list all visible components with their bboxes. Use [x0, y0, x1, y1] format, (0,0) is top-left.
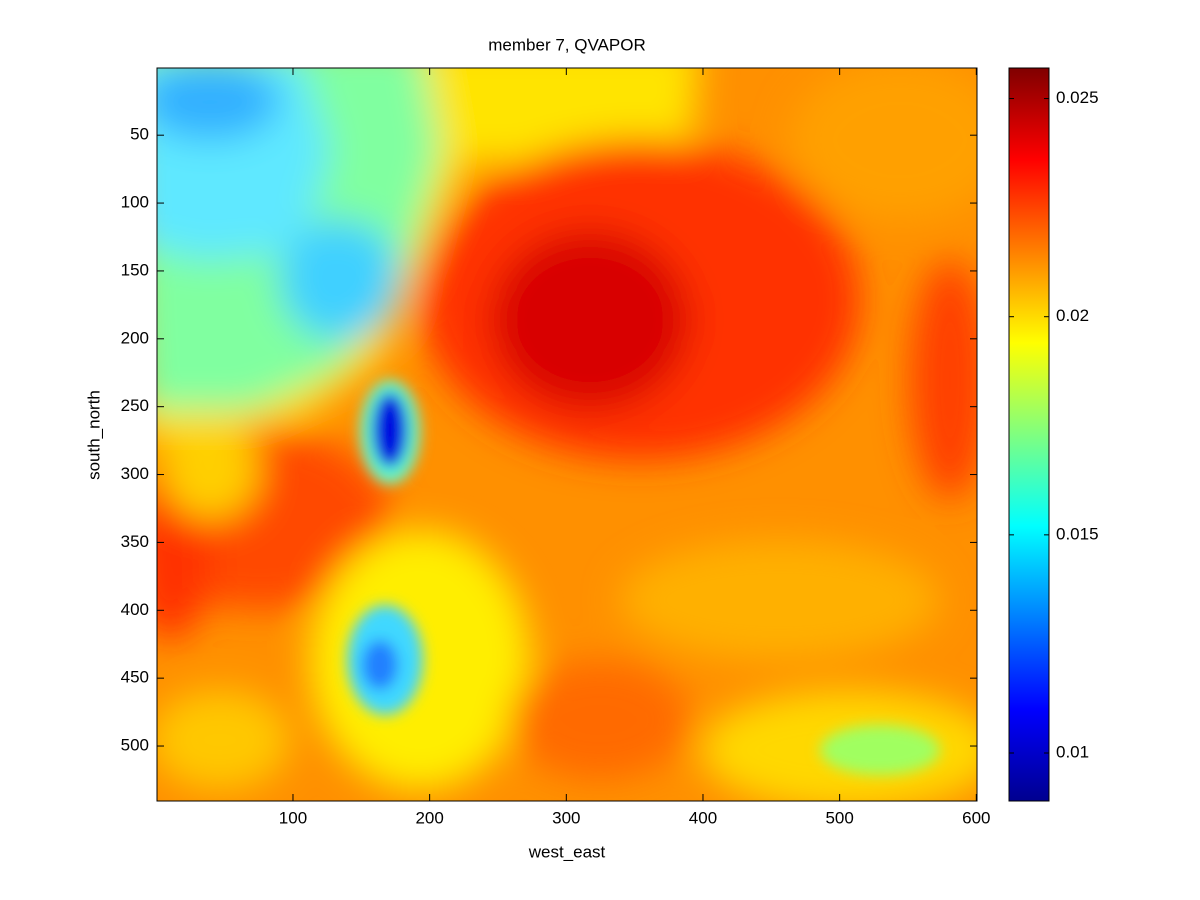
colorbar-tick-label: 0.025: [1056, 88, 1099, 107]
x-tick-label: 100: [279, 808, 307, 827]
colorbar: [1008, 67, 1050, 802]
plot-frame: [156, 67, 978, 802]
x-tick-label: 200: [415, 808, 443, 827]
colorbar-tick-label: 0.02: [1056, 306, 1089, 325]
field-image: [157, 68, 977, 801]
y-tick-label: 200: [121, 328, 149, 347]
y-tick-label: 150: [121, 260, 149, 279]
y-tick-label: 350: [121, 532, 149, 551]
x-tick-label: 300: [552, 808, 580, 827]
chart-title: member 7, QVAPOR: [488, 35, 645, 54]
y-tick-label: 50: [130, 125, 149, 144]
y-tick-label: 500: [121, 736, 149, 755]
y-tick-label: 400: [121, 600, 149, 619]
x-tick-label: 600: [962, 808, 990, 827]
colorbar-tick-label: 0.01: [1056, 742, 1089, 761]
y-axis-label: south_north: [84, 390, 103, 480]
y-tick-label: 300: [121, 464, 149, 483]
x-tick-label: 400: [689, 808, 717, 827]
y-tick-label: 100: [121, 193, 149, 212]
x-axis-label: west_east: [528, 842, 606, 861]
y-tick-label: 250: [121, 396, 149, 415]
y-tick-label: 450: [121, 668, 149, 687]
colorbar-tick-label: 0.015: [1056, 524, 1099, 543]
x-tick-label: 500: [825, 808, 853, 827]
